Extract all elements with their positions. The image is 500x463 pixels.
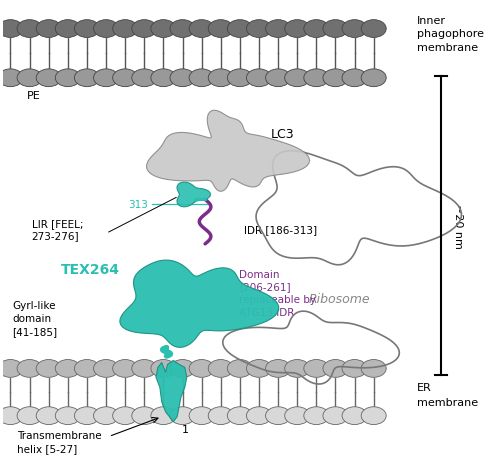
Ellipse shape xyxy=(189,21,214,38)
Ellipse shape xyxy=(151,70,176,88)
Text: LIR [FEEL;
273-276]: LIR [FEEL; 273-276] xyxy=(32,219,83,241)
Ellipse shape xyxy=(170,70,195,88)
Ellipse shape xyxy=(36,21,61,38)
Ellipse shape xyxy=(36,360,61,377)
Ellipse shape xyxy=(112,360,138,377)
Ellipse shape xyxy=(266,21,290,38)
Ellipse shape xyxy=(304,360,329,377)
Text: Domain
[206-261]
replaceable by
ATG13 IDR: Domain [206-261] replaceable by ATG13 ID… xyxy=(239,269,316,317)
Ellipse shape xyxy=(208,21,234,38)
Ellipse shape xyxy=(189,360,214,377)
Ellipse shape xyxy=(132,21,157,38)
Ellipse shape xyxy=(208,360,234,377)
Ellipse shape xyxy=(228,360,252,377)
Ellipse shape xyxy=(17,360,42,377)
Ellipse shape xyxy=(170,21,195,38)
Ellipse shape xyxy=(151,360,176,377)
Ellipse shape xyxy=(284,21,310,38)
Ellipse shape xyxy=(246,21,272,38)
Ellipse shape xyxy=(323,21,348,38)
Ellipse shape xyxy=(94,407,118,425)
Ellipse shape xyxy=(342,21,367,38)
Ellipse shape xyxy=(228,407,252,425)
Text: Ribosome: Ribosome xyxy=(309,292,371,305)
Ellipse shape xyxy=(361,70,386,88)
Ellipse shape xyxy=(323,407,348,425)
Ellipse shape xyxy=(17,21,42,38)
Ellipse shape xyxy=(266,70,290,88)
Ellipse shape xyxy=(246,407,272,425)
Ellipse shape xyxy=(112,70,138,88)
Polygon shape xyxy=(120,261,278,348)
Text: ER: ER xyxy=(417,382,432,392)
Text: LC3: LC3 xyxy=(270,127,294,140)
Polygon shape xyxy=(156,361,187,422)
Ellipse shape xyxy=(304,21,329,38)
Text: membrane: membrane xyxy=(417,43,478,53)
Ellipse shape xyxy=(74,360,100,377)
Ellipse shape xyxy=(323,360,348,377)
Ellipse shape xyxy=(56,360,80,377)
Ellipse shape xyxy=(246,360,272,377)
Ellipse shape xyxy=(132,70,157,88)
Ellipse shape xyxy=(17,407,42,425)
Text: Inner: Inner xyxy=(417,16,446,25)
Text: ~20 nm: ~20 nm xyxy=(452,204,462,249)
Ellipse shape xyxy=(284,407,310,425)
Ellipse shape xyxy=(0,407,23,425)
Ellipse shape xyxy=(228,70,252,88)
Ellipse shape xyxy=(132,407,157,425)
Ellipse shape xyxy=(151,21,176,38)
Ellipse shape xyxy=(56,70,80,88)
Ellipse shape xyxy=(94,70,118,88)
Polygon shape xyxy=(146,111,310,192)
Ellipse shape xyxy=(0,21,23,38)
Ellipse shape xyxy=(170,360,195,377)
Text: 313: 313 xyxy=(128,200,148,210)
Ellipse shape xyxy=(94,360,118,377)
Ellipse shape xyxy=(246,70,272,88)
Ellipse shape xyxy=(74,21,100,38)
Ellipse shape xyxy=(361,407,386,425)
Ellipse shape xyxy=(0,360,23,377)
Ellipse shape xyxy=(342,407,367,425)
Ellipse shape xyxy=(342,70,367,88)
Ellipse shape xyxy=(112,21,138,38)
Ellipse shape xyxy=(266,407,290,425)
Text: phagophore: phagophore xyxy=(417,29,484,39)
Text: PE: PE xyxy=(26,91,40,101)
Ellipse shape xyxy=(284,360,310,377)
Polygon shape xyxy=(177,182,210,207)
Text: 1: 1 xyxy=(182,424,190,434)
Ellipse shape xyxy=(208,407,234,425)
Ellipse shape xyxy=(304,70,329,88)
Ellipse shape xyxy=(323,70,348,88)
Ellipse shape xyxy=(36,70,61,88)
Ellipse shape xyxy=(304,407,329,425)
Ellipse shape xyxy=(94,21,118,38)
Text: membrane: membrane xyxy=(417,397,478,407)
Ellipse shape xyxy=(151,407,176,425)
Ellipse shape xyxy=(170,407,195,425)
Ellipse shape xyxy=(132,360,157,377)
Ellipse shape xyxy=(361,360,386,377)
Ellipse shape xyxy=(0,70,23,88)
Ellipse shape xyxy=(228,21,252,38)
Ellipse shape xyxy=(208,70,234,88)
Ellipse shape xyxy=(342,360,367,377)
Ellipse shape xyxy=(284,70,310,88)
Ellipse shape xyxy=(36,407,61,425)
Ellipse shape xyxy=(361,21,386,38)
Ellipse shape xyxy=(112,407,138,425)
Text: TEX264: TEX264 xyxy=(60,262,120,276)
Ellipse shape xyxy=(17,70,42,88)
Ellipse shape xyxy=(56,407,80,425)
Ellipse shape xyxy=(266,360,290,377)
Text: GyrI-like
domain
[41-185]: GyrI-like domain [41-185] xyxy=(12,300,58,337)
Ellipse shape xyxy=(189,70,214,88)
Ellipse shape xyxy=(74,70,100,88)
Ellipse shape xyxy=(189,407,214,425)
Text: Transmembrane
helix [5-27]: Transmembrane helix [5-27] xyxy=(17,430,102,453)
Ellipse shape xyxy=(56,21,80,38)
Ellipse shape xyxy=(74,407,100,425)
